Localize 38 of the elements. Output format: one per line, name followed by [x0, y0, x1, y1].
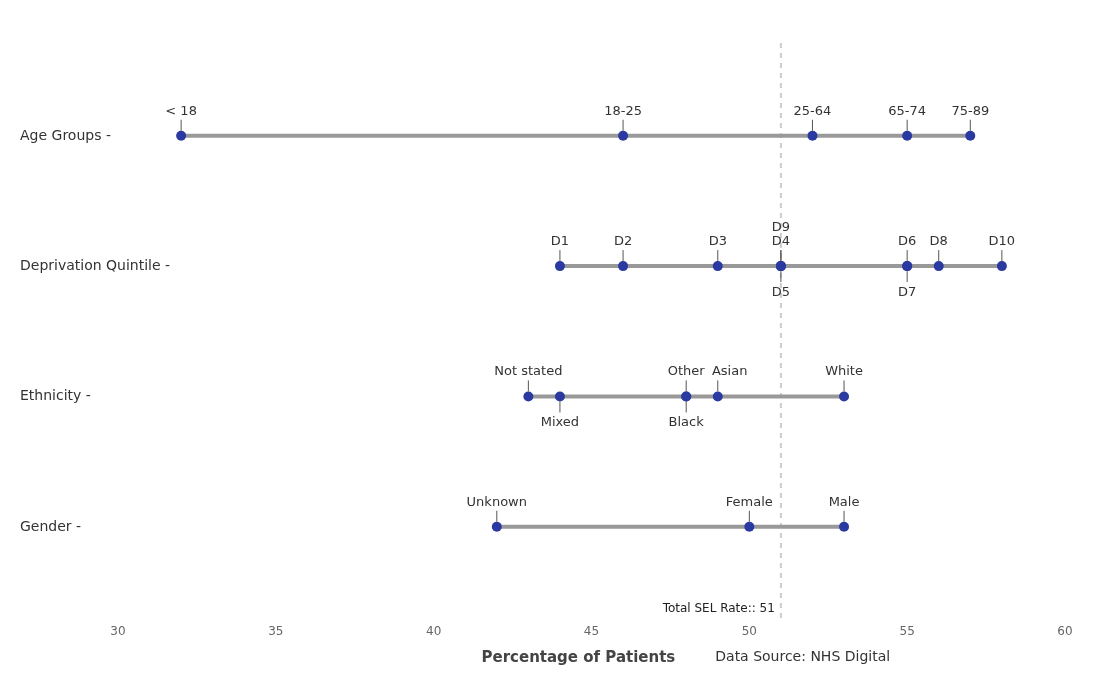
data-label: 18-25: [604, 102, 642, 118]
data-label: Not stated: [494, 363, 563, 379]
data-label: Mixed: [540, 414, 580, 430]
data-label: White: [825, 363, 863, 379]
data-label: D5: [771, 284, 791, 300]
data-label: D8: [929, 233, 948, 249]
y-tick-label: Gender -: [20, 517, 82, 534]
x-tick-label: 30: [110, 623, 126, 638]
data-label: Asian: [711, 363, 748, 379]
x-tick-label: 50: [741, 623, 757, 638]
data-label: < 18: [165, 102, 197, 118]
x-tick-label: 55: [899, 623, 915, 638]
x-axis-title: Percentage of Patients: [481, 648, 676, 668]
data-label: Unknown: [466, 493, 527, 509]
y-tick-label: Age Groups -: [20, 126, 111, 143]
data-label: 65-74: [888, 102, 927, 118]
data-label: D6: [898, 233, 917, 249]
data-label: D9: [771, 219, 791, 235]
data-label: Other: [667, 363, 706, 379]
data-label: D4: [771, 233, 791, 249]
data-label: Black: [668, 414, 705, 430]
y-tick-label: Deprivation Quintile -: [20, 257, 171, 274]
data-label: D3: [708, 233, 727, 249]
data-label: 75-89: [951, 102, 990, 118]
data-label: D1: [550, 233, 570, 249]
x-tick-label: 35: [268, 623, 284, 638]
x-tick-label: 40: [426, 623, 442, 638]
x-tick-label: 45: [583, 623, 600, 638]
ref-line-label: Total SEL Rate:: 51: [661, 601, 775, 615]
data-label: D10: [988, 233, 1016, 249]
data-label: D2: [613, 233, 633, 249]
data-label: 25-64: [793, 102, 832, 118]
data-label: Male: [828, 493, 860, 509]
data-label: Female: [725, 493, 773, 509]
data-label: D7: [898, 284, 917, 300]
x-tick-label: 60: [1057, 623, 1073, 638]
source-note: Data Source: NHS Digital: [715, 648, 891, 666]
y-tick-label: Ethnicity -: [20, 387, 91, 404]
